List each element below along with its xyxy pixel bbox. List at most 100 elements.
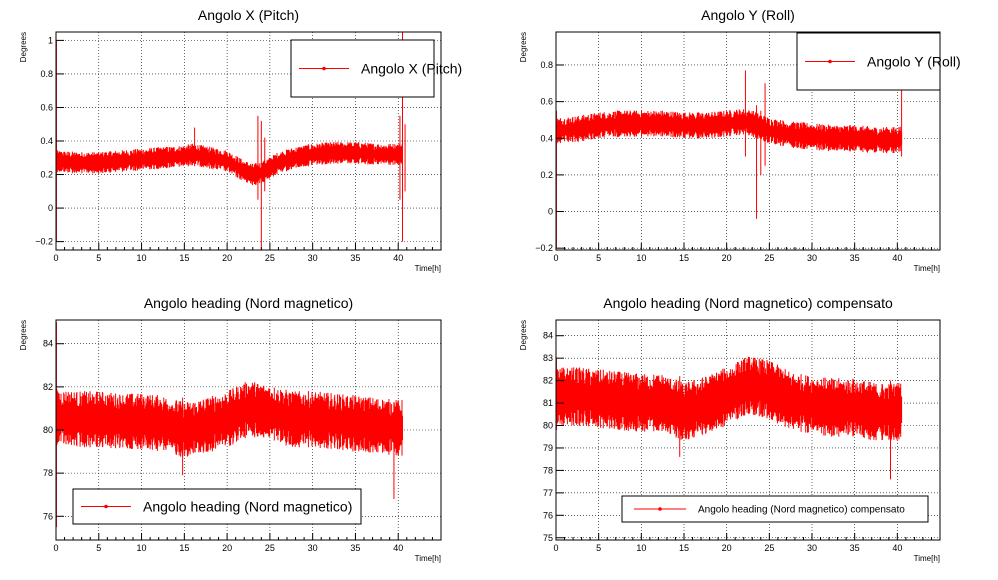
y-tick-label: 0.2 xyxy=(540,170,553,180)
x-tick-label: 40 xyxy=(393,253,403,263)
y-tick-label: 84 xyxy=(543,331,553,341)
y-axis-title: Degrees xyxy=(19,320,28,350)
x-tick-label: 20 xyxy=(722,253,732,263)
x-tick-label: 10 xyxy=(636,253,646,263)
y-tick-label: 0.6 xyxy=(540,97,553,107)
y-tick-label: 0.4 xyxy=(40,136,53,146)
x-tick-label: 15 xyxy=(179,543,189,553)
x-tick-label: 10 xyxy=(137,543,147,553)
series-2 xyxy=(555,70,903,249)
x-tick-label: 25 xyxy=(265,543,275,553)
y-tick-label: 75 xyxy=(543,533,553,543)
y-tick-label: 0.6 xyxy=(40,102,53,112)
chart-panel-1: Angolo X (Pitch)0 5 10 15 20 25 30 35 40−0.200.2… xyxy=(19,7,462,273)
legend: Angolo X (Pitch) xyxy=(290,39,462,98)
y-tick-label: 82 xyxy=(543,376,553,386)
legend-label: Angolo heading (Nord magnetico) xyxy=(143,499,352,515)
legend-marker xyxy=(322,66,326,71)
x-tick-label: 5 xyxy=(596,253,601,263)
y-tick-label: 81 xyxy=(543,398,553,408)
y-tick-label: 78 xyxy=(543,465,553,475)
y-tick-label: 80 xyxy=(543,421,553,431)
chart-panel-4: Angolo heading (Nord magnetico) compensa… xyxy=(519,295,941,563)
x-tick-label: 35 xyxy=(350,253,360,263)
x-tick-label: 5 xyxy=(96,253,101,263)
x-tick-label: 25 xyxy=(764,253,774,263)
x-tick-label: 35 xyxy=(350,543,360,553)
x-tick-label: 15 xyxy=(179,253,189,263)
chart-title: Angolo heading (Nord magnetico) compensa… xyxy=(603,295,893,311)
x-axis-title: Time[h] xyxy=(914,554,940,563)
x-tick-label: 30 xyxy=(807,543,817,553)
x-tick-label: 20 xyxy=(222,253,232,263)
x-tick-label: 30 xyxy=(308,253,318,263)
y-tick-label: 79 xyxy=(543,443,553,453)
tick-labels: 0 5 10 15 20 25 30 35 40−0.200.20.40.60.8 xyxy=(535,60,902,263)
y-tick-label: 0 xyxy=(548,207,553,217)
y-tick-label: 1 xyxy=(48,35,53,45)
x-tick-label: 10 xyxy=(636,543,646,553)
x-tick-label: 15 xyxy=(679,543,689,553)
legend-label: Angolo heading (Nord magnetico) compensa… xyxy=(698,505,905,516)
x-tick-label: 40 xyxy=(393,543,403,553)
y-tick-label: 82 xyxy=(43,382,53,392)
y-tick-label: 0.2 xyxy=(40,170,53,180)
series-line xyxy=(556,384,903,414)
axis-ticks xyxy=(55,343,433,540)
chart-title: Angolo X (Pitch) xyxy=(198,7,299,23)
legend: Angolo Y (Roll) xyxy=(796,32,961,91)
x-axis-title: Time[h] xyxy=(415,554,441,563)
legend-marker xyxy=(104,504,108,509)
series-4 xyxy=(555,356,903,480)
y-axis-title: Degrees xyxy=(519,320,528,350)
plot-frame xyxy=(555,31,941,251)
x-tick-label: 10 xyxy=(137,253,147,263)
axis-ticks xyxy=(555,335,932,540)
x-axis-title: Time[h] xyxy=(914,264,940,273)
chart-panel-3: Angolo heading (Nord magnetico) 0 5 10 15 20 2… xyxy=(19,295,442,563)
y-tick-label: 84 xyxy=(43,339,53,349)
y-tick-label: 0.8 xyxy=(540,60,553,70)
chart-panel-2: Angolo Y (Roll)0 5 10 15 20 25 30 35 40−0.200.20… xyxy=(519,7,961,273)
series-noise-band xyxy=(555,109,903,154)
y-tick-label: 78 xyxy=(43,468,53,478)
y-tick-label: −0.2 xyxy=(535,243,553,253)
legend-box xyxy=(796,32,941,91)
x-tick-label: 40 xyxy=(892,253,902,263)
y-tick-label: 0 xyxy=(48,203,53,213)
x-tick-label: 30 xyxy=(807,253,817,263)
legend-marker xyxy=(658,507,662,511)
y-tick-label: 83 xyxy=(543,353,553,363)
y-tick-label: 76 xyxy=(543,510,553,520)
y-axis-title: Degrees xyxy=(519,32,528,62)
tick-labels: 0 5 10 15 20 25 30 35 40−0.200.20.40.60.81 xyxy=(35,35,403,263)
chart-title: Angolo heading (Nord magnetico) xyxy=(144,295,353,311)
y-axis-title: Degrees xyxy=(19,32,28,62)
x-tick-label: 30 xyxy=(308,543,318,553)
x-tick-label: 40 xyxy=(892,543,902,553)
y-tick-label: −0.2 xyxy=(35,237,53,247)
x-tick-label: 0 xyxy=(53,253,58,263)
tick-labels: 0 5 10 15 20 25 30 35 40 75 76 77 78 79 80 81 82 83 84 xyxy=(543,331,902,553)
legend-label: Angolo Y (Roll) xyxy=(867,54,961,70)
x-tick-label: 5 xyxy=(596,543,601,553)
series-line xyxy=(555,120,902,142)
x-tick-label: 25 xyxy=(265,253,275,263)
axis-ticks xyxy=(55,39,433,250)
tick-labels: 0 5 10 15 20 25 30 35 40 76 78 80 82 84 xyxy=(43,339,403,553)
y-tick-label: 80 xyxy=(43,425,53,435)
legend: Angolo heading (Nord magnetico) xyxy=(72,488,362,525)
series-line xyxy=(55,407,403,432)
x-tick-label: 0 xyxy=(553,253,558,263)
legend: Angolo heading (Nord magnetico) compensa… xyxy=(621,495,929,523)
x-tick-label: 15 xyxy=(679,253,689,263)
x-tick-label: 5 xyxy=(96,543,101,553)
x-tick-label: 20 xyxy=(722,543,732,553)
axis-ticks xyxy=(555,64,932,250)
x-tick-label: 25 xyxy=(764,543,774,553)
x-tick-label: 20 xyxy=(222,543,232,553)
x-tick-label: 0 xyxy=(553,543,558,553)
series-line xyxy=(55,151,403,176)
x-tick-label: 35 xyxy=(850,253,860,263)
